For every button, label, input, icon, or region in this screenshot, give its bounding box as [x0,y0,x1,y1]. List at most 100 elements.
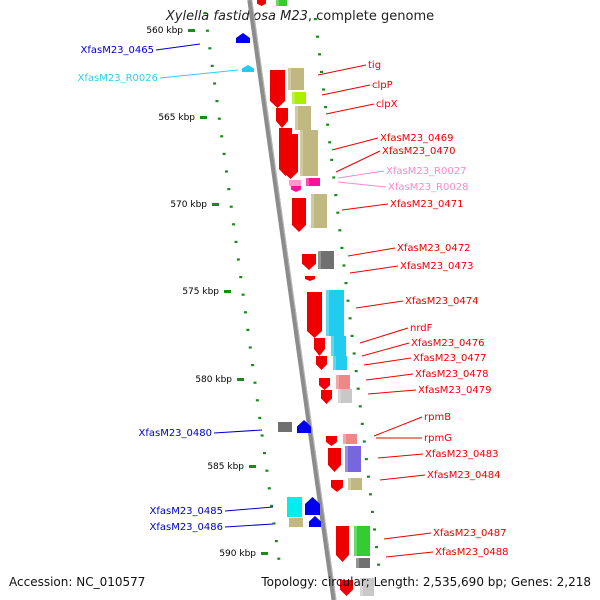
cog-bar-layer [276,0,374,596]
tick-dot-minus [239,276,243,279]
gene-arrow-minus [236,33,250,43]
tick-dot-plus [340,246,344,249]
gene-label-tig[interactable]: tig [368,60,381,71]
cog-bar-plus [345,446,361,472]
label-leader-line [337,170,385,179]
cog-bar-plus [318,251,334,269]
gene-label-clpx[interactable]: clpX [376,99,398,110]
gene-label-xfasm23_0478[interactable]: XfasM23_0478 [415,369,489,380]
gene-label-xfasm23_0479[interactable]: XfasM23_0479 [418,385,492,396]
cog-bar-plus [311,194,327,228]
gene-label-xfasm23_0483[interactable]: XfasM23_0483 [425,449,499,460]
gene-label-xfasm23_r0028[interactable]: XfasM23_R0028 [388,182,468,193]
tick-dot-plus [368,493,372,496]
label-leader-line [347,247,396,257]
gene-arrow-plus [328,448,341,472]
gene-label-xfasm23_0487[interactable]: XfasM23_0487 [433,528,507,539]
gene-label-xfasm23_0484[interactable]: XfasM23_0484 [427,470,501,481]
gene-label-xfasm23_r0026[interactable]: XfasM23_R0026 [78,73,158,84]
tick-label-layer: 560 kbp 565 kbp 570 kbp 575 kbp 580 kbp 585 k… [146,26,268,559]
label-leader-line [317,64,367,76]
label-leader-line [321,84,371,96]
label-line-layer [155,43,434,558]
major-tick [200,116,207,119]
cog-bar-plus [276,0,287,6]
gene-label-xfasm23_0488[interactable]: XfasM23_0488 [435,547,509,558]
major-tick [212,203,219,206]
tick-dot-plus [366,475,370,478]
tick-dot-plus [377,563,381,566]
gene-arrow-plus [319,378,330,390]
cog-bar-shine [348,478,351,490]
cog-bar-shine [343,434,346,444]
gene-label-nrdf[interactable]: nrdF [410,323,433,334]
gene-arrow-plus [305,276,315,281]
tick-dot-minus [274,540,278,543]
label-leader-line [337,181,387,188]
tick-dot-minus [243,311,247,314]
gene-arrow-minus [297,420,311,433]
gene-label-xfasm23_r0027[interactable]: XfasM23_R0027 [386,166,466,177]
tick-dot-plus [358,405,362,408]
gene-label-xfasm23_0465[interactable]: XfasM23_0465 [80,45,154,56]
title-suffix: , complete genome [307,9,435,24]
label-leader-line [365,373,414,381]
cog-bar-plus [292,92,306,104]
cog-bar-shine [333,356,336,370]
tick-dot-plus [320,70,324,73]
gene-arrow-plus [276,108,288,128]
gene-label-xfasm23_0471[interactable]: XfasM23_0471 [390,199,464,210]
label-leader-line [159,69,239,79]
gene-label-xfasm23_0485[interactable]: XfasM23_0485 [149,506,223,517]
tick-label: 565 kbp [158,113,195,123]
gene-label-rpmg[interactable]: rpmG [424,433,452,444]
gene-arrow-plus [326,436,337,446]
tick-dot-plus [360,422,364,425]
genome-summary-text: Topology: circular; Length: 2,535,690 bp… [261,575,591,589]
cog-bar-plus [331,336,346,356]
tick-dot-plus [324,106,328,109]
gene-label-xfasm23_0469[interactable]: XfasM23_0469 [380,133,454,144]
cog-bar-plus [336,375,350,389]
gene-label-xfasm23_0473[interactable]: XfasM23_0473 [400,261,474,272]
tick-dot-minus [232,223,236,226]
gene-label-xfasm23_0476[interactable]: XfasM23_0476 [411,338,485,349]
gene-label-xfasm23_0474[interactable]: XfasM23_0474 [405,296,479,307]
label-leader-line [385,551,434,558]
tick-dot-plus [326,123,330,126]
organism-name: Xylella fastidiosa M23 [165,9,308,24]
tick-dot-minus [260,434,264,437]
gene-label-rpmb[interactable]: rpmB [424,412,451,423]
gene-label-xfasm23_0477[interactable]: XfasM23_0477 [413,353,487,364]
gene-label-xfasm23_0470[interactable]: XfasM23_0470 [382,146,456,157]
tick-dot-minus [277,557,281,560]
tick-dot-plus [344,282,348,285]
label-leader-line [213,429,263,434]
tick-dot-plus [350,334,354,337]
tick-dot-minus [248,346,252,349]
tick-dot-plus [364,458,368,461]
label-leader-line [373,416,423,437]
tick-dot-plus [370,510,374,513]
cog-bar-plus [300,130,318,176]
gene-label-xfasm23_0472[interactable]: XfasM23_0472 [397,243,471,254]
gene-label-xfasm23_0486[interactable]: XfasM23_0486 [149,522,223,533]
gene-arrow-plus [307,292,322,338]
cog-bar-minus [289,518,303,527]
genome-backbone-highlight [251,0,337,600]
gene-label-clpp[interactable]: clpP [372,80,393,91]
cog-bar-plus [343,434,357,444]
cog-bar-plus [306,178,320,186]
gene-label-xfasm23_0480[interactable]: XfasM23_0480 [138,428,212,439]
label-leader-line [383,532,432,540]
cog-bar-shine [356,558,359,568]
cog-bar-shine [295,106,298,130]
tick-dot-plus [338,229,342,232]
gene-arrow-minus [309,516,321,527]
gene-arrow-plus [331,480,343,492]
label-leader-line [363,357,412,366]
label-leader-line [335,150,381,173]
cog-bar-shine [292,92,295,104]
backbone-layer [247,0,337,600]
tick-dot-plus [334,194,338,197]
